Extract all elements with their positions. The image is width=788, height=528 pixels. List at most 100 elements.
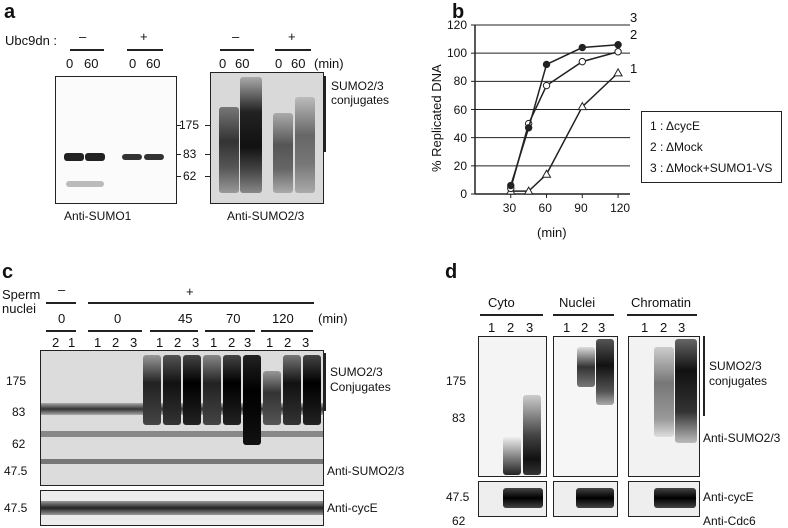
c-conjugates-label-2: Conjugates [330, 380, 391, 394]
band [273, 113, 293, 193]
blot-d-cyto-cyce [478, 481, 547, 517]
d-marker-47-5: 47.5 [446, 490, 470, 504]
a1-time-0b: 0 [129, 56, 137, 71]
d-conjugates-label-1: SUMO2/3 [709, 359, 762, 373]
c-marker-62: 62 [12, 437, 26, 451]
c-lane-label: 1 [266, 335, 274, 350]
point-series-1 [577, 101, 588, 111]
chart-legend: 1 : ΔcycE 2 : ΔMock 3 : ΔMock+SUMO1-VS [641, 111, 782, 183]
blot-d-cyto-sumo [478, 336, 547, 477]
sperm-label-2: nuclei [2, 301, 36, 316]
c-marker-83: 83 [12, 405, 26, 419]
c-marker-47-5: 47.5 [4, 464, 28, 478]
point-series-1 [541, 169, 552, 178]
band [219, 107, 239, 193]
d-marker-83: 83 [452, 411, 466, 425]
point-series-3 [507, 181, 515, 190]
d-lane: 2 [660, 320, 668, 335]
c-time-0a: 0 [58, 311, 66, 326]
band [122, 154, 142, 160]
a-marker-62: 62 [183, 169, 197, 183]
ubc9dn-plus-2: + [288, 29, 296, 44]
blot-c-cyce [40, 490, 324, 526]
ubc9dn-minus-1: – [79, 29, 87, 44]
c-lane-label: 3 [130, 335, 138, 350]
c-time-0b: 0 [114, 311, 122, 326]
c-sub-line [261, 330, 313, 332]
c-marker-bottom: 47.5 [4, 501, 28, 515]
c-lane-label: 2 [52, 335, 60, 350]
band [654, 488, 696, 508]
series-line-2 [510, 51, 619, 189]
point-series-1 [613, 67, 623, 77]
a-conjugates-label-1: SUMO2/3 [331, 79, 384, 93]
d-line-chromatin [627, 314, 697, 316]
c-anti-cyce-label: Anti-cycE [327, 501, 378, 515]
fraction-nuclei: Nuclei [559, 295, 596, 310]
chart-series [505, 41, 623, 195]
y-tick-label: 40 [453, 130, 467, 145]
a-conjugates-label-2: conjugates [331, 93, 390, 107]
band [577, 347, 595, 387]
band [163, 355, 181, 425]
c-sub-line [205, 330, 255, 332]
a1-time-60b: 60 [146, 56, 161, 71]
band [144, 154, 164, 160]
c-time-70: 70 [226, 311, 241, 326]
legend-item-2: 2 : ΔMock [650, 140, 703, 154]
a2-time-60b: 60 [291, 56, 306, 71]
ubc9dn-label: Ubc9dn : [5, 33, 58, 48]
band [654, 347, 674, 437]
point-series-3 [578, 43, 587, 52]
c-marker-175: 175 [6, 374, 27, 388]
c-plus: + [186, 284, 194, 299]
point-series-2 [578, 57, 587, 66]
c-lane-label: 2 [284, 335, 292, 350]
anti-sumo2-3-label: Anti-SUMO2/3 [227, 209, 305, 223]
y-tick-label: 20 [453, 158, 467, 173]
a-marker-175: 175 [179, 118, 200, 132]
d-conjugates-label-2: conjugates [709, 374, 768, 388]
a-tick [205, 154, 210, 155]
blot-d-nuclei-cyce [553, 481, 618, 517]
d-marker-175: 175 [446, 374, 467, 388]
a-min-label: (min) [314, 56, 344, 71]
panel-a-letter: a [4, 1, 16, 23]
band [41, 501, 323, 515]
blot-d-chromatin-cyce [628, 481, 700, 517]
series-line-3 [510, 43, 619, 186]
c-lane-label: 1 [68, 335, 76, 350]
c-time-120: 120 [272, 311, 294, 326]
series-tag-2: 2 [630, 27, 638, 42]
legend-item-3: 3 : ΔMock+SUMO1-VS [650, 161, 773, 175]
blot-c-sumo [40, 350, 324, 486]
c-conjugates-label-1: SUMO2/3 [330, 365, 383, 379]
band [64, 153, 84, 161]
d-anti-cyce-label: Anti-cycE [703, 490, 754, 504]
band [283, 355, 301, 425]
x-tick-label: 30 [502, 201, 517, 215]
a1-line-plus [127, 49, 163, 51]
d-lane: 3 [598, 320, 606, 335]
fraction-chromatin: Chromatin [631, 295, 691, 310]
c-lane-label: 3 [192, 335, 200, 350]
c-lane-label: 3 [302, 335, 310, 350]
y-tick-label: 60 [453, 102, 467, 117]
point-series-2 [542, 81, 551, 90]
band [263, 371, 281, 425]
d-lane: 3 [678, 320, 686, 335]
blot-d-nuclei-sumo [553, 336, 618, 477]
c-lane-label: 3 [244, 335, 252, 350]
a-tick [205, 125, 210, 126]
a-marker-83: 83 [183, 147, 197, 161]
blot-d-chromatin-sumo [628, 336, 700, 477]
y-tick-label: 0 [460, 187, 467, 201]
a-tick [176, 154, 181, 155]
c-sub-line [46, 330, 76, 332]
band [41, 431, 323, 437]
anti-sumo1-label: Anti-SUMO1 [64, 209, 132, 223]
series-tag-1: 1 [630, 61, 638, 76]
d-lane: 3 [526, 320, 534, 335]
chart-ylabel: % Replicated DNA [429, 64, 444, 172]
